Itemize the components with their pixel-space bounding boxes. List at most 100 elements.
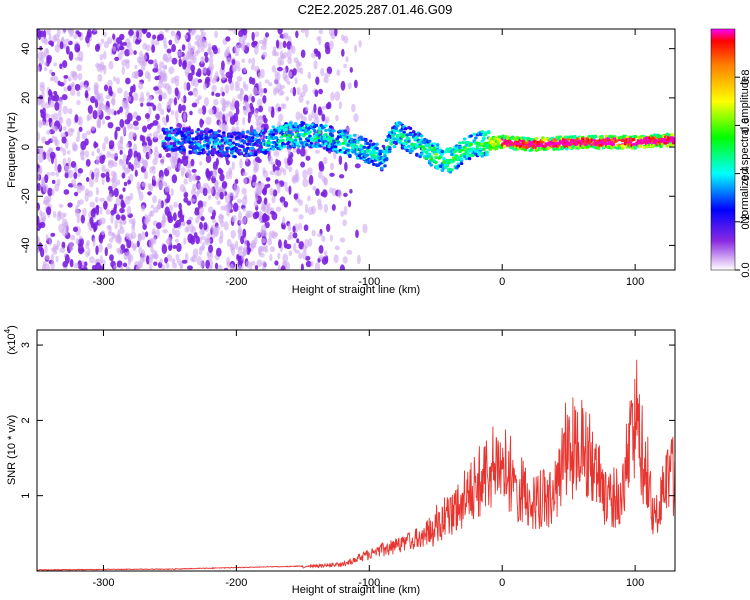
spectrogram-noise-cell <box>196 255 202 266</box>
spectrogram-noise-cell <box>85 34 90 44</box>
spectrogram-ridge-cell <box>190 129 194 133</box>
spectrogram-noise-cell <box>190 188 196 197</box>
spectrogram-noise-cell <box>258 105 264 113</box>
spectrogram-noise-cell <box>96 121 101 129</box>
spectrogram-noise-cell <box>186 265 193 270</box>
spectrogram-noise-cell <box>307 195 311 202</box>
spectrogram-noise-cell <box>291 45 296 54</box>
spectrogram-ridge-cell <box>271 133 276 137</box>
spectrogram-noise-cell <box>189 235 196 245</box>
spectrogram-noise-cell <box>356 254 361 265</box>
spectrogram-noise-cell <box>96 148 101 153</box>
spectrogram-noise-cell <box>59 41 64 50</box>
spectrogram-ridge-cell <box>289 121 293 125</box>
spectrogram-noise-cell <box>205 168 210 178</box>
spectrogram-noise-cell <box>176 242 182 252</box>
spectrogram-noise-cell <box>99 53 104 61</box>
spectrogram-noise-cell <box>112 33 116 40</box>
spectrogram-noise-cell <box>168 66 175 75</box>
spectrogram-noise-cell <box>37 215 40 226</box>
x-tick-label: 100 <box>626 276 644 288</box>
spectrogram-noise-cell <box>231 247 236 257</box>
spectrogram-noise-cell <box>315 188 320 196</box>
spectrogram-noise-cell <box>52 34 57 43</box>
spectrogram-noise-cell <box>351 103 356 113</box>
spectrogram-noise-cell <box>37 235 41 245</box>
spectrogram-ridge-cell <box>244 149 249 154</box>
x-tick-label: -200 <box>225 577 247 589</box>
spectrogram-noise-cell <box>182 187 187 194</box>
spectrogram-ridge-cell <box>341 146 346 150</box>
spectrogram-noise-cell <box>234 80 240 88</box>
spectrogram-noise-cell <box>187 72 193 82</box>
spectrogram-noise-cell <box>148 238 154 249</box>
spectrogram-noise-cell <box>253 45 259 55</box>
spectrogram-ridge-cell <box>571 144 575 149</box>
spectrogram-noise-cell <box>251 260 256 266</box>
spectrogram-noise-cell <box>214 191 220 201</box>
spectrogram-noise-cell <box>292 207 299 213</box>
spectrogram-ridge-cell <box>659 144 663 149</box>
spectrogram-ridge-cell <box>340 150 344 154</box>
spectrogram-noise-cell <box>152 131 159 139</box>
spectrogram-noise-cell <box>283 200 289 208</box>
spectrogram-noise-cell <box>282 71 288 80</box>
spectrogram-noise-cell <box>56 240 61 247</box>
spectrogram-noise-cell <box>229 263 234 270</box>
colorbar-label: Normalized spectral amplitude <box>739 76 750 224</box>
spectrogram-ridge-cell <box>372 162 376 166</box>
y-tick-label: 2 <box>20 417 32 423</box>
spectrogram-ridge-cell <box>462 137 467 141</box>
spectrogram-noise-cell <box>99 197 105 202</box>
spectrogram-ridge-cell <box>370 151 375 155</box>
spectrogram-noise-cell <box>235 240 239 250</box>
spectrogram-ridge-cell <box>405 133 410 137</box>
spectrogram-noise-cell <box>46 29 51 36</box>
spectrogram-noise-cell <box>345 56 349 63</box>
spectrogram-noise-cell <box>321 189 328 198</box>
spectrogram-ridge-cell <box>419 134 424 138</box>
spectrogram-ridge-cell <box>552 147 556 151</box>
spectrogram-noise-cell <box>273 77 280 85</box>
spectrogram-noise-cell <box>132 143 138 153</box>
spectrogram-noise-cell <box>128 161 132 170</box>
spectrogram-noise-cell <box>316 198 322 206</box>
spectrogram-noise-cell <box>109 254 114 262</box>
spectrogram-ridge-cell <box>281 138 285 143</box>
spectrogram-ridge-cell <box>336 135 341 139</box>
spectrogram-ridge-cell <box>250 139 255 143</box>
spectrogram-ridge-cell <box>434 155 438 160</box>
spectrogram-noise-cell <box>324 118 328 124</box>
spectrogram-noise-cell <box>149 95 153 101</box>
spectrogram-noise-cell <box>47 187 53 197</box>
spectrogram-noise-cell <box>300 49 306 58</box>
spectrogram-noise-cell <box>187 50 193 60</box>
spectrogram-ridge-cell <box>572 134 577 139</box>
spectrogram-noise-cell <box>277 29 283 35</box>
spectrogram-noise-cell <box>184 252 189 262</box>
spectrogram-noise-cell <box>241 251 245 262</box>
spectrogram-noise-cell <box>102 142 106 152</box>
spectrogram-noise-cell <box>63 86 67 92</box>
spectrogram-noise-cell <box>178 103 183 114</box>
spectrogram-noise-cell <box>59 247 66 254</box>
spectrogram-ridge-cell <box>206 144 210 148</box>
spectrogram-noise-cell <box>203 51 209 57</box>
spectrogram-noise-cell <box>54 44 60 53</box>
spectrogram-noise-cell <box>295 30 299 39</box>
spectrogram-noise-cell <box>164 29 169 33</box>
spectrogram-ridge-cell <box>392 137 397 141</box>
spectrogram-noise-cell <box>265 32 270 38</box>
spectrogram-noise-cell <box>94 62 101 69</box>
spectrogram-noise-cell <box>152 165 156 175</box>
spectrogram-noise-cell <box>245 260 250 268</box>
spectrogram-noise-cell <box>305 106 309 112</box>
spectrogram-noise-cell <box>189 29 195 36</box>
spectrogram-noise-cell <box>61 241 66 249</box>
spectrogram-noise-cell <box>153 150 160 160</box>
spectrogram-noise-cell <box>262 51 268 58</box>
spectrogram-noise-cell <box>199 228 205 236</box>
spectrogram-noise-cell <box>151 44 156 53</box>
spectrogram-noise-cell <box>55 255 59 263</box>
spectrogram-noise-cell <box>214 262 219 270</box>
